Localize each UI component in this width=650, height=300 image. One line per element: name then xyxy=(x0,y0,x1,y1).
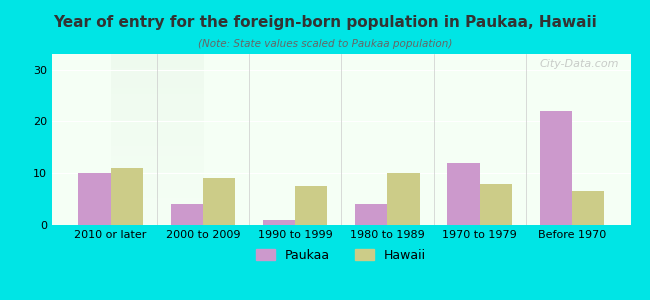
Bar xyxy=(263,220,295,225)
Legend: Paukaa, Hawaii: Paukaa, Hawaii xyxy=(252,244,431,267)
Bar xyxy=(480,184,512,225)
Bar xyxy=(111,168,143,225)
Bar xyxy=(572,191,604,225)
Bar xyxy=(78,173,111,225)
Bar xyxy=(170,204,203,225)
Bar xyxy=(295,186,328,225)
Bar xyxy=(447,163,480,225)
Bar xyxy=(387,173,420,225)
Text: (Note: State values scaled to Paukaa population): (Note: State values scaled to Paukaa pop… xyxy=(198,39,452,49)
Text: City-Data.com: City-Data.com xyxy=(540,59,619,69)
Text: Year of entry for the foreign-born population in Paukaa, Hawaii: Year of entry for the foreign-born popul… xyxy=(53,15,597,30)
Bar xyxy=(540,111,572,225)
Bar xyxy=(355,204,387,225)
Bar xyxy=(203,178,235,225)
